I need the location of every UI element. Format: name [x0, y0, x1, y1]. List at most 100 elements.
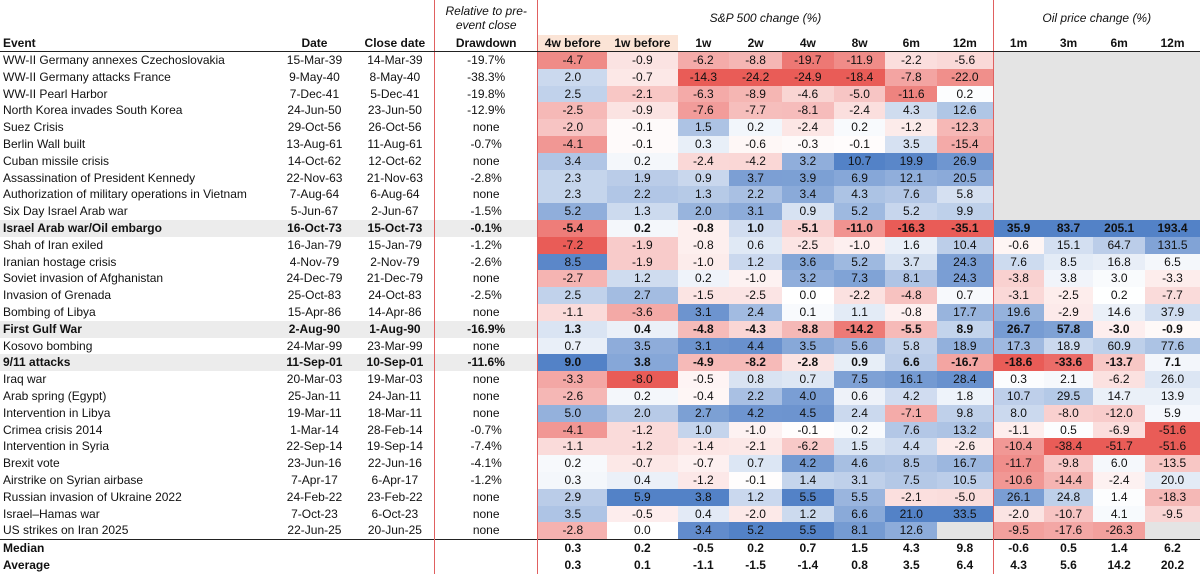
sp500-change-cell: 0.3 [537, 471, 608, 489]
sp500-change-cell: -0.9 [607, 102, 678, 120]
col-header-date: Date [273, 35, 356, 52]
sp500-change-cell: 2.2 [607, 186, 678, 204]
sp500-change-cell: -4.8 [677, 320, 730, 338]
sp500-change-cell: -1.1 [537, 438, 608, 456]
sp500-change-cell: -0.8 [677, 219, 730, 237]
sp500-change-cell: 0.2 [537, 455, 608, 472]
sp500-change-cell: 0.8 [729, 371, 782, 388]
sp500-change-cell: 3.5 [537, 505, 608, 523]
sp500-change-cell: -2.4 [782, 119, 834, 136]
close-date: 18-Mar-11 [367, 405, 423, 420]
col-header-sp-4w: 4w [782, 35, 834, 52]
event-date: 11-Sep-01 [273, 354, 356, 372]
oil-change-cell: -51.6 [1145, 421, 1200, 439]
oil-change-empty-cell [992, 186, 1044, 204]
sp500-change-cell: 1.8 [937, 387, 993, 405]
col-header-sp-12m: 12m [937, 35, 993, 52]
table-row: Cuban missile crisis 14-Oct-62 12-Oct-62 no… [0, 152, 1200, 170]
event-name: Iranian hostage crisis [3, 254, 117, 269]
sp500-change-cell: -0.5 [677, 371, 730, 388]
group-header-relative: Relative to pre-event close [433, 0, 539, 35]
table-row: Kosovo bombing 24-Mar-99 23-Mar-99 none 0.7 3… [0, 337, 1200, 355]
sp500-change-cell: 5.9 [607, 488, 678, 506]
sp500-change-cell: 28.4 [937, 371, 993, 388]
oil-change-cell: 13.9 [1145, 387, 1200, 405]
table-row: Crimea crisis 2014 1-Mar-14 28-Feb-14 -0.7%… [0, 421, 1200, 439]
sp500-change-cell: 12.6 [937, 102, 993, 120]
summary-oil-value: -0.6 [992, 539, 1044, 557]
sp500-change-cell: 24.3 [937, 270, 993, 288]
sp500-change-cell: 13.2 [937, 421, 993, 439]
drawdown-value: -0.7% [433, 135, 539, 153]
oil-change-cell: -33.6 [1043, 354, 1094, 372]
sp500-change-cell: 17.7 [937, 303, 993, 321]
summary-spacer [273, 557, 356, 574]
event-name: Intervention in Libya [3, 405, 111, 420]
sp500-change-cell: 3.5 [782, 337, 834, 355]
table-body: WW-II Germany annexes Czechoslovakia 15-M… [0, 51, 1200, 574]
oil-change-cell: -3.0 [1093, 320, 1146, 338]
oil-change-empty-cell [1145, 119, 1200, 136]
sp500-change-cell: 10.5 [937, 471, 993, 489]
sp500-change-cell: 3.4 [677, 522, 730, 540]
sp500-change-cell: 1.0 [729, 219, 782, 237]
sp500-change-cell: 2.2 [729, 186, 782, 204]
sp500-change-cell: -4.6 [782, 85, 834, 103]
sp500-change-cell: -4.3 [729, 320, 782, 338]
oil-change-cell: -10.7 [1043, 505, 1094, 523]
group-header-oil: Oil price change (%) [992, 0, 1200, 35]
drawdown-value: -1.2% [433, 471, 539, 489]
sp500-change-cell: 1.1 [833, 303, 886, 321]
oil-change-cell: 14.7 [1093, 387, 1146, 405]
sp500-change-cell: -0.5 [607, 505, 678, 523]
close-date: 6-Aug-64 [370, 187, 420, 202]
sp500-change-cell: -2.2 [885, 51, 938, 69]
oil-change-empty-cell [1043, 152, 1094, 170]
event-name: Intervention in Syria [3, 439, 110, 454]
drawdown-value: none [433, 186, 539, 204]
sp500-change-cell: 3.1 [833, 471, 886, 489]
oil-change-cell: 10.7 [992, 387, 1044, 405]
sp500-change-cell: -2.2 [833, 287, 886, 304]
sp500-change-cell: -8.9 [729, 85, 782, 103]
close-date: 21-Nov-63 [366, 170, 423, 185]
oil-change-cell: -18.3 [1145, 488, 1200, 506]
sp500-change-cell: -0.1 [607, 135, 678, 153]
oil-change-empty-cell [1093, 51, 1146, 69]
sp500-change-cell: 16.7 [937, 455, 993, 472]
sp500-change-cell: -24.9 [782, 68, 834, 86]
sp500-change-cell: -2.1 [729, 438, 782, 456]
close-date: 24-Oct-83 [368, 288, 422, 303]
col-header-sp-8w: 8w [833, 35, 886, 52]
sp500-change-cell: 5.2 [537, 203, 608, 220]
event-name: Brexit vote [3, 456, 60, 471]
table-row: Iraq war 20-Mar-03 19-Mar-03 none -3.3 -8.0 -0… [0, 371, 1200, 388]
oil-change-cell: 17.3 [992, 337, 1044, 355]
sp500-change-cell: 0.2 [607, 387, 678, 405]
event-name: Suez Crisis [3, 120, 64, 135]
oil-change-cell: -14.4 [1043, 471, 1094, 489]
sp500-change-cell: -3.3 [537, 371, 608, 388]
sp500-change-cell: -6.2 [782, 438, 834, 456]
event-name: Authorization of military operations in … [3, 187, 247, 202]
close-date: 1-Aug-90 [355, 320, 435, 338]
sp500-change-cell: -11.6 [885, 85, 938, 103]
oil-change-empty-cell [1145, 186, 1200, 204]
sp500-change-cell: -1.9 [607, 236, 678, 254]
oil-change-empty-cell [992, 51, 1044, 69]
summary-sp500-value: 0.3 [537, 539, 608, 557]
sp500-change-cell: -5.5 [885, 320, 938, 338]
oil-change-cell: 6.0 [1093, 455, 1146, 472]
oil-change-cell: 0.2 [1093, 287, 1146, 304]
sp500-change-cell: 4.6 [833, 455, 886, 472]
sp500-change-cell: 0.2 [833, 421, 886, 439]
sp500-change-cell: -4.8 [885, 287, 938, 304]
summary-oil-value: 20.2 [1160, 557, 1185, 572]
event-date: 5-Jun-67 [290, 204, 339, 219]
sp500-change-cell: 3.1 [677, 337, 730, 355]
oil-change-cell: -8.0 [1043, 404, 1094, 422]
sp500-change-cell: 2.3 [537, 169, 608, 187]
summary-sp500-value: -1.1 [693, 557, 714, 572]
col-header-oil-6m: 6m [1093, 35, 1146, 52]
summary-sp500-value: 9.8 [937, 539, 993, 557]
